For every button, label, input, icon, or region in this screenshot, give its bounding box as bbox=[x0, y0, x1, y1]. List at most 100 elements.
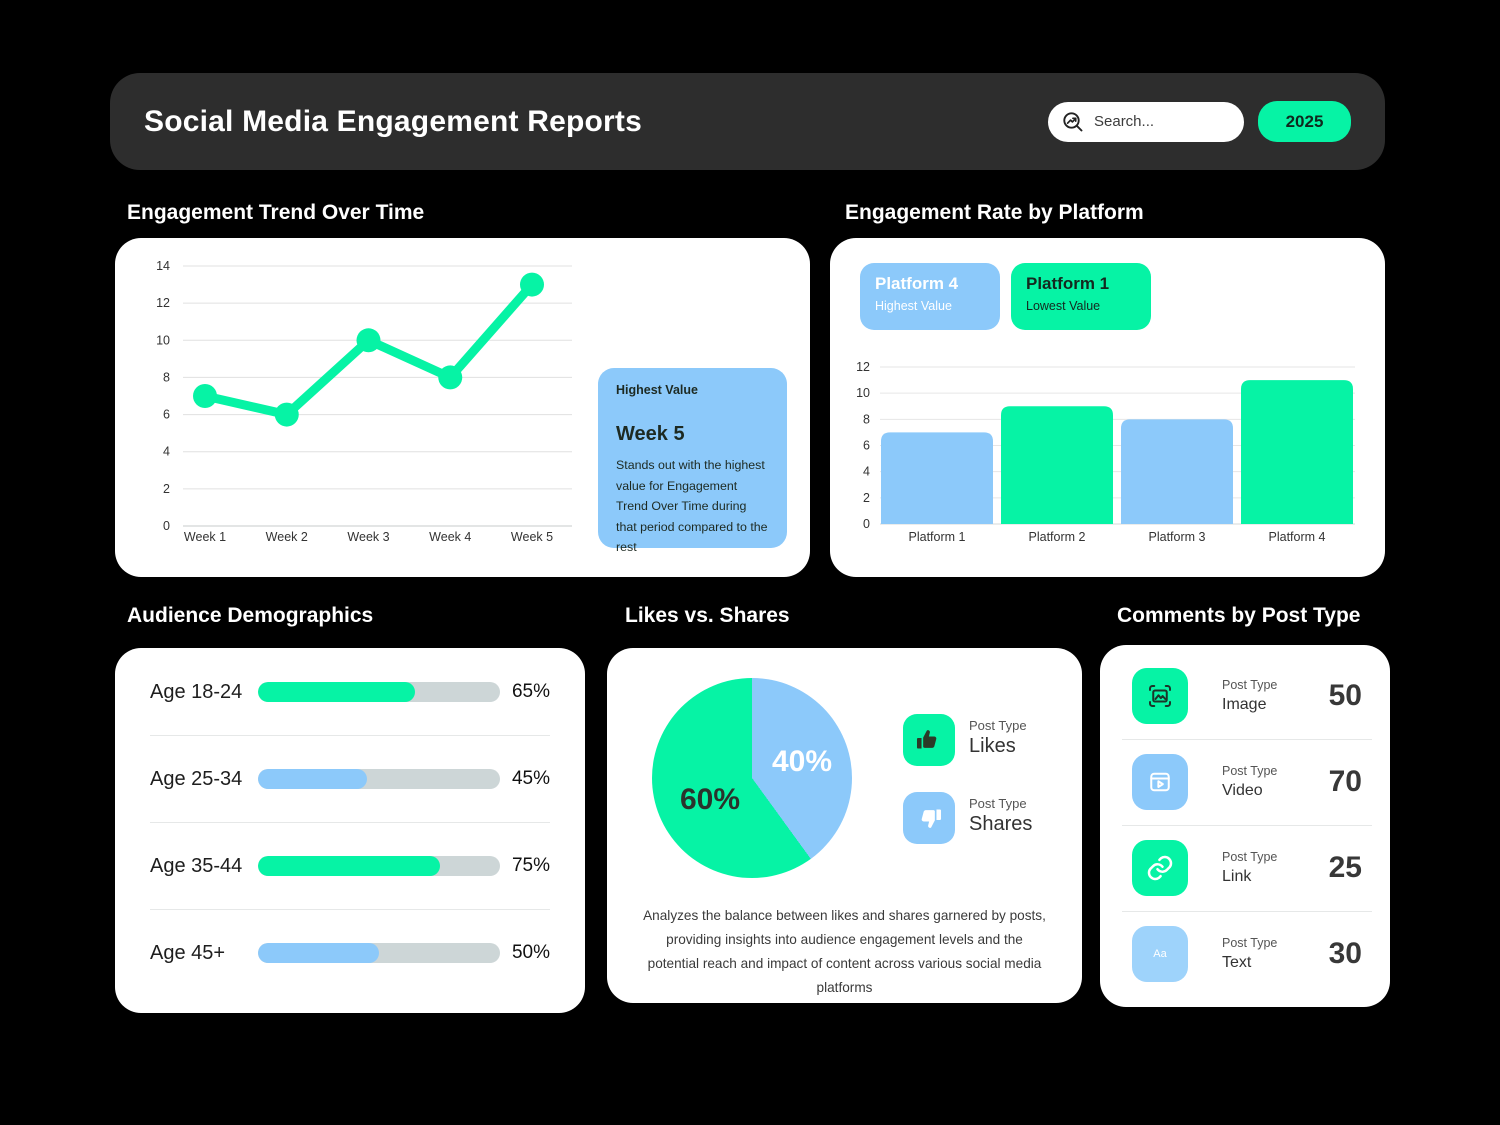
comment-row-link: Post Type Link 25 bbox=[1132, 840, 1362, 896]
chip-highest-platform: Platform 4 Highest Value bbox=[860, 263, 1000, 330]
svg-text:12: 12 bbox=[856, 360, 870, 374]
svg-text:2: 2 bbox=[863, 491, 870, 505]
progress-track bbox=[258, 943, 500, 963]
shares-badge bbox=[903, 792, 955, 844]
age-group-label: Age 18-24 bbox=[150, 680, 243, 703]
progress-track bbox=[258, 682, 500, 702]
demographic-row: Age 25-34 45% bbox=[150, 759, 550, 799]
svg-text:Platform 4: Platform 4 bbox=[1269, 530, 1326, 544]
age-group-label: Age 45+ bbox=[150, 941, 226, 964]
divider bbox=[1122, 739, 1372, 740]
row-label-top: Post Type bbox=[1222, 764, 1278, 778]
row-label: Video bbox=[1222, 782, 1263, 799]
trend-card: 0 2 4 6 8 10 12 14 Week 1 Week 2 Week 3 Week 4 Week … bbox=[115, 238, 810, 577]
percent-value: 65% bbox=[511, 681, 550, 702]
legend-label: Likes bbox=[969, 735, 1016, 757]
section-title-demographics: Audience Demographics bbox=[127, 604, 374, 627]
svg-text:8: 8 bbox=[863, 412, 870, 426]
svg-text:12: 12 bbox=[156, 296, 170, 310]
progress-track bbox=[258, 856, 500, 876]
progress-fill bbox=[258, 682, 416, 702]
section-title-platform: Engagement Rate by Platform bbox=[845, 201, 1144, 224]
svg-text:4: 4 bbox=[163, 445, 170, 459]
svg-text:0: 0 bbox=[163, 519, 170, 533]
callout-label: Highest Value bbox=[616, 383, 698, 397]
svg-text:Week 2: Week 2 bbox=[266, 530, 308, 544]
svg-text:10: 10 bbox=[156, 333, 170, 347]
percent-value: 45% bbox=[511, 768, 550, 789]
demographic-row: Age 35-44 75% bbox=[150, 846, 550, 886]
svg-text:Week 4: Week 4 bbox=[429, 530, 471, 544]
svg-text:6: 6 bbox=[863, 439, 870, 453]
chip-subtitle: Highest Value bbox=[875, 299, 952, 313]
legend-label: Shares bbox=[969, 813, 1033, 835]
pie-slice-label-likes: 60% bbox=[679, 783, 741, 816]
svg-text:8: 8 bbox=[163, 370, 170, 384]
legend-label-top: Post Type bbox=[969, 718, 1027, 733]
link-badge bbox=[1132, 840, 1188, 896]
demographic-row: Age 45+ 50% bbox=[150, 933, 550, 973]
likes-shares-card: 40% 60% Post Type Likes bbox=[607, 648, 1082, 1003]
divider bbox=[1122, 911, 1372, 912]
svg-text:Week 3: Week 3 bbox=[347, 530, 389, 544]
video-icon bbox=[1150, 772, 1170, 792]
progress-track bbox=[258, 769, 500, 789]
section-title-trend: Engagement Trend Over Time bbox=[127, 201, 425, 224]
row-label-top: Post Type bbox=[1222, 850, 1278, 864]
divider bbox=[150, 735, 550, 736]
svg-text:Week 5: Week 5 bbox=[511, 530, 553, 544]
svg-text:2: 2 bbox=[163, 482, 170, 496]
page-title: Social Media Engagement Reports bbox=[144, 104, 642, 138]
svg-text:4: 4 bbox=[863, 465, 870, 479]
highlight-callout: Highest Value Week 5 Stands out with the… bbox=[598, 368, 787, 554]
text-badge: Aa bbox=[1132, 926, 1188, 982]
row-label-top: Post Type bbox=[1222, 678, 1278, 692]
svg-text:6: 6 bbox=[163, 408, 170, 422]
row-value: 25 bbox=[1328, 851, 1362, 884]
chip-subtitle: Lowest Value bbox=[1026, 299, 1101, 313]
svg-text:14: 14 bbox=[156, 259, 170, 273]
search-input[interactable]: Search... bbox=[1048, 101, 1244, 142]
row-label: Text bbox=[1222, 954, 1252, 971]
svg-text:Platform 1: Platform 1 bbox=[909, 530, 966, 544]
comment-row-video: Post Type Video 70 bbox=[1132, 754, 1362, 810]
row-value: 50 bbox=[1328, 679, 1362, 712]
callout-body: Stands out with the highest value for En… bbox=[616, 458, 768, 554]
age-group-label: Age 25-34 bbox=[150, 767, 243, 790]
section-title-comments: Comments by Post Type bbox=[1117, 604, 1361, 627]
comment-row-image: Post Type Image 50 bbox=[1132, 668, 1362, 724]
svg-text:Week 1: Week 1 bbox=[184, 530, 226, 544]
divider bbox=[150, 909, 550, 910]
chip-title: Platform 4 bbox=[875, 274, 959, 293]
pie-chart: 40% 60% bbox=[652, 678, 852, 878]
comment-row-text: Aa Post Type Text 30 bbox=[1132, 926, 1362, 982]
callout-heading: Week 5 bbox=[616, 423, 685, 445]
line-chart: 0 2 4 6 8 10 12 14 Week 1 Week 2 Week 3 Week 4 Week … bbox=[156, 259, 572, 544]
thumbs-up-icon bbox=[916, 730, 937, 749]
demographics-card: Age 18-24 65% Age 25-34 45% Age 35-44 75… bbox=[115, 648, 585, 1013]
year-button[interactable]: 2025 bbox=[1258, 101, 1351, 142]
progress-fill bbox=[258, 769, 367, 789]
percent-value: 75% bbox=[511, 855, 550, 876]
image-icon bbox=[1149, 685, 1171, 707]
progress-fill bbox=[258, 856, 440, 876]
divider bbox=[150, 822, 550, 823]
section-title-likes-shares: Likes vs. Shares bbox=[625, 604, 790, 627]
search-trend-icon bbox=[1063, 111, 1083, 131]
svg-text:10: 10 bbox=[856, 386, 870, 400]
legend-item-shares: Post Type Shares bbox=[903, 792, 1032, 844]
image-badge bbox=[1132, 668, 1188, 724]
row-label: Image bbox=[1222, 696, 1267, 713]
age-group-label: Age 35-44 bbox=[150, 854, 243, 877]
demographic-row: Age 18-24 65% bbox=[150, 672, 550, 712]
svg-text:Platform 3: Platform 3 bbox=[1149, 530, 1206, 544]
row-value: 70 bbox=[1328, 765, 1362, 798]
progress-fill bbox=[258, 943, 379, 963]
row-value: 30 bbox=[1328, 937, 1362, 970]
bar-chart: 0 2 4 6 8 10 12 Platform 1 Platform 2 Platform 3 P… bbox=[856, 360, 1355, 544]
pie-slice-label-shares: 40% bbox=[771, 745, 833, 778]
search-placeholder: Search... bbox=[1094, 113, 1155, 130]
divider bbox=[1122, 825, 1372, 826]
comments-card: Post Type Image 50 Post Type Video bbox=[1100, 645, 1390, 1007]
